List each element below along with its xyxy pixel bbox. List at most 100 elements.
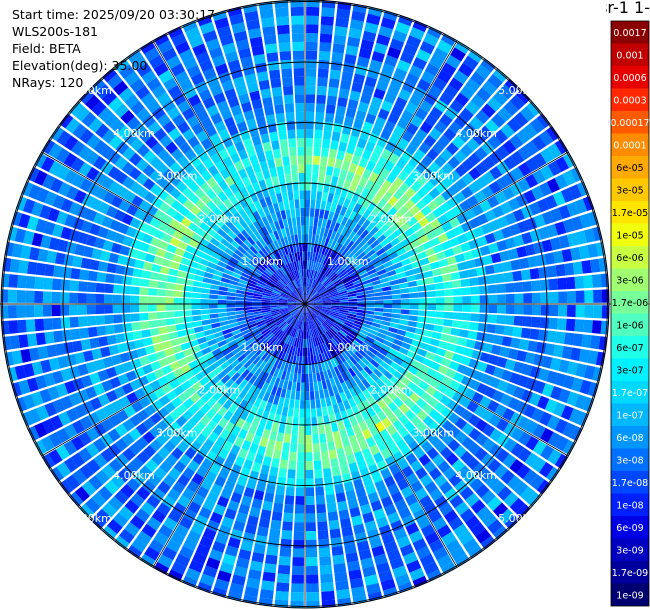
beta-cell — [158, 273, 169, 282]
beta-cell — [356, 334, 366, 342]
beta-cell — [317, 235, 323, 245]
beta-cell — [352, 423, 362, 435]
beta-cell — [334, 114, 345, 125]
beta-cell — [95, 304, 105, 315]
beta-cell — [370, 325, 380, 332]
beta-cell — [448, 170, 461, 183]
beta-cell — [578, 348, 590, 363]
beta-cell — [466, 137, 480, 152]
beta-cell — [407, 280, 418, 288]
beta-cell — [448, 516, 464, 531]
beta-cell — [305, 155, 313, 165]
beta-cell — [18, 260, 29, 274]
beta-cell — [327, 238, 334, 249]
beta-cell — [306, 286, 309, 296]
beta-cell — [365, 310, 375, 315]
beta-cell — [461, 172, 475, 186]
beta-cell — [371, 471, 383, 484]
beta-cell — [329, 312, 339, 317]
beta-cell — [531, 292, 541, 304]
beta-cell — [517, 178, 531, 193]
beta-cell — [356, 56, 370, 68]
beta-cell — [487, 135, 502, 150]
beta-cell — [406, 275, 417, 282]
beta-cell — [490, 344, 502, 356]
range-ring-label: 4.00km — [113, 469, 155, 482]
beta-cell — [366, 350, 376, 359]
range-ring-label: 2.00km — [199, 384, 241, 397]
beta-cell — [132, 268, 143, 278]
beta-cell — [285, 173, 292, 184]
beta-cell — [360, 242, 370, 252]
beta-cell — [338, 456, 348, 467]
beta-cell — [566, 391, 579, 407]
beta-cell — [395, 157, 408, 170]
beta-cell — [404, 175, 416, 187]
beta-cell — [325, 282, 334, 289]
beta-cell — [470, 94, 486, 109]
beta-cell — [104, 314, 114, 325]
beta-cell — [362, 30, 377, 43]
beta-cell — [278, 174, 286, 185]
beta-cell — [318, 326, 324, 335]
beta-cell — [492, 205, 505, 218]
beta-cell — [541, 211, 555, 225]
beta-cell — [433, 325, 444, 333]
beta-cell — [484, 119, 500, 134]
beta-cell — [334, 483, 345, 494]
beta-cell — [329, 273, 338, 281]
beta-cell — [86, 315, 97, 326]
beta-cell — [538, 368, 550, 382]
beta-cell — [436, 524, 452, 539]
beta-cell — [434, 194, 446, 206]
beta-cell — [426, 447, 439, 460]
beta-cell — [459, 199, 472, 212]
beta-cell — [571, 215, 584, 231]
beta-cell — [340, 273, 349, 281]
beta-cell — [549, 291, 559, 304]
beta-cell — [497, 304, 506, 314]
beta-cell — [331, 302, 340, 304]
beta-cell — [1, 239, 6, 255]
beta-cell — [341, 160, 351, 171]
beta-cell — [465, 78, 481, 93]
beta-cell — [363, 261, 373, 269]
beta-cell — [340, 341, 349, 350]
beta-cell — [53, 330, 64, 343]
beta-cell — [413, 447, 426, 460]
beta-cell — [350, 342, 360, 351]
beta-cell — [445, 539, 462, 554]
beta-cell — [424, 113, 438, 127]
beta-cell — [454, 253, 466, 263]
beta-cell — [96, 272, 107, 283]
beta-cell — [312, 434, 320, 444]
beta-cell — [392, 145, 405, 158]
beta-cell — [522, 281, 532, 292]
beta-cell — [340, 327, 349, 335]
beta-cell — [587, 350, 599, 365]
beta-cell — [402, 386, 414, 398]
elevation-text: Elevation(deg): 35.00 — [12, 58, 148, 73]
beta-cell — [370, 96, 383, 108]
beta-cell — [546, 330, 557, 343]
beta-cell — [596, 207, 609, 224]
beta-cell — [518, 162, 532, 177]
beta-cell — [403, 433, 415, 445]
beta-cell — [332, 276, 341, 284]
beta-cell — [305, 269, 307, 278]
beta-cell — [437, 460, 451, 474]
beta-cell — [78, 316, 88, 327]
beta-cell — [330, 537, 343, 548]
beta-cell — [496, 314, 506, 325]
beta-cell — [291, 574, 304, 584]
colorbar-tick-label: 3e-08 — [616, 455, 643, 466]
beta-cell — [411, 359, 422, 370]
beta-cell — [488, 354, 499, 366]
beta-cell — [175, 277, 186, 285]
beta-cell — [478, 285, 489, 295]
beta-cell — [467, 268, 478, 278]
beta-cell — [1, 384, 14, 401]
beta-cell — [318, 314, 327, 321]
beta-cell — [226, 296, 236, 301]
beta-cell — [518, 339, 530, 351]
